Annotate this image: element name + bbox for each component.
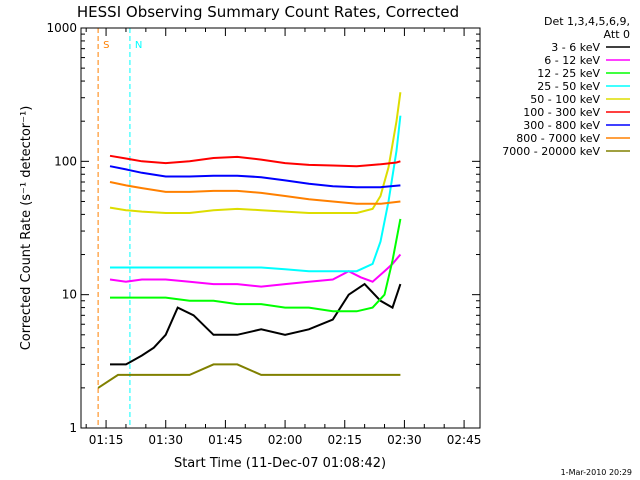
x-tick-label: 02:00 — [268, 433, 303, 447]
marker-label-n: N — [135, 40, 142, 51]
series-line-8 — [97, 363, 401, 389]
x-tick-label: 02:15 — [327, 433, 362, 447]
footer-date: 1-Mar-2010 20:29 — [560, 468, 632, 477]
x-tick-label: 01:15 — [89, 433, 124, 447]
y-axis-label: Corrected Count Rate (s⁻¹ detector⁻¹) — [19, 106, 34, 351]
legend-header-line-1: Det 1,3,4,5,6,9, — [544, 15, 630, 28]
legend-item-label: 300 - 800 keV — [523, 119, 600, 132]
y-tick-label: 10 — [62, 288, 77, 302]
x-axis-label: Start Time (11-Dec-07 01:08:42) — [174, 456, 386, 471]
y-tick-label: 100 — [54, 154, 77, 168]
legend-item-label: 25 - 50 keV — [537, 80, 600, 93]
series-line-4 — [109, 92, 402, 214]
legend-item-label: 12 - 25 keV — [537, 67, 600, 80]
x-tick-label: 02:45 — [447, 433, 482, 447]
legend-item-label: 3 - 6 keV — [551, 41, 600, 54]
series-line-2 — [110, 218, 402, 313]
legend-item-label: 100 - 300 keV — [523, 106, 600, 119]
y-axis-ticks: 1 10 100 1000 — [46, 21, 480, 435]
legend-item-label: 7000 - 20000 keV — [502, 145, 600, 158]
plot-frame — [80, 27, 481, 429]
series-line-0 — [110, 282, 402, 366]
x-axis-ticks: 01:15 01:30 01:45 02:00 02:15 02:30 02:45 — [85, 28, 482, 447]
legend-item-label: 6 - 12 keV — [544, 54, 600, 67]
x-tick-label: 01:30 — [148, 433, 183, 447]
legend-item-label: 800 - 7000 keV — [516, 132, 600, 145]
series-line-3 — [110, 115, 402, 273]
chart-title: HESSI Observing Summary Count Rates, Cor… — [77, 3, 459, 21]
y-tick-label: 1000 — [46, 21, 77, 35]
series-line-6 — [109, 165, 401, 189]
legend-item-label: 50 - 100 keV — [530, 93, 600, 106]
y-tick-label: 1 — [69, 421, 77, 435]
legend-header-line-2: Att 0 — [604, 28, 630, 41]
series-line-7 — [109, 181, 401, 205]
series-line-1 — [109, 253, 402, 288]
x-tick-label: 02:30 — [387, 433, 422, 447]
x-tick-label: 01:45 — [208, 433, 243, 447]
series-line-5 — [109, 154, 401, 168]
marker-label-s: S — [103, 40, 109, 51]
